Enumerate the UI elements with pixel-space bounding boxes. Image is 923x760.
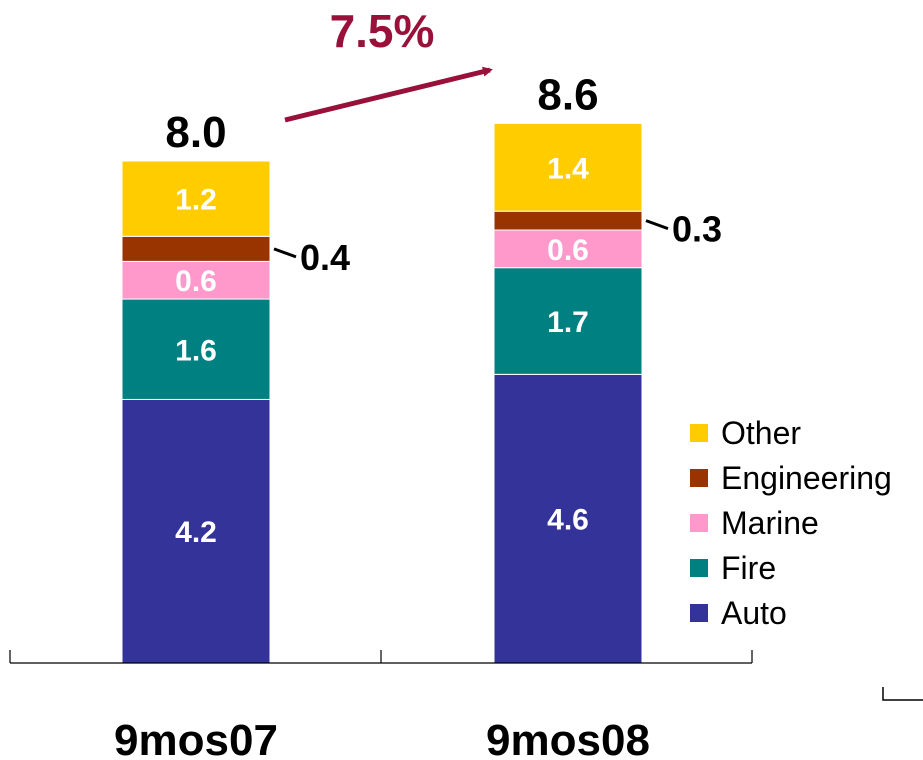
bar-segment-fire-9mos08 bbox=[493, 267, 643, 375]
bar-segment-engineering-9mos08 bbox=[493, 210, 643, 231]
category-label-9mos07: 9mos07 bbox=[114, 716, 278, 760]
bar-segment-other-9mos08 bbox=[493, 122, 643, 212]
value-label-auto-9mos07: 4.2 bbox=[175, 516, 217, 549]
legend-label-engineering: Engineering bbox=[721, 460, 892, 496]
legend: Other Engineering Marine Fire Auto bbox=[690, 415, 892, 631]
legend-label-other: Other bbox=[721, 415, 801, 451]
value-label-engineering-9mos07: 0.4 bbox=[300, 237, 350, 278]
legend-swatch-other bbox=[690, 424, 708, 442]
value-label-fire-9mos08: 1.7 bbox=[547, 306, 589, 339]
total-label-9mos08: 8.6 bbox=[537, 70, 598, 119]
callout-line-engineering-9mos08 bbox=[645, 219, 669, 231]
legend-swatch-auto bbox=[690, 604, 708, 622]
legend-label-auto: Auto bbox=[721, 595, 787, 631]
bar-segment-other-9mos07 bbox=[121, 160, 271, 237]
category-label-9mos08: 9mos08 bbox=[486, 716, 650, 760]
value-label-other-9mos07: 1.2 bbox=[175, 184, 217, 217]
bar-segment-auto-9mos07 bbox=[121, 398, 271, 664]
bar-segment-marine-9mos08 bbox=[493, 229, 643, 269]
legend-swatch-marine bbox=[690, 514, 708, 532]
bars-layer: 4.2 1.6 0.6 1.2 4.6 1.7 0.6 1.4 bbox=[121, 122, 643, 664]
bar-segment-engineering-9mos07 bbox=[121, 235, 271, 262]
legend-label-fire: Fire bbox=[721, 550, 776, 586]
callout-line-engineering-9mos07 bbox=[273, 247, 297, 259]
value-label-fire-9mos07: 1.6 bbox=[175, 334, 217, 367]
value-label-marine-9mos08: 0.6 bbox=[547, 234, 589, 267]
legend-swatch-engineering bbox=[690, 469, 708, 487]
total-label-9mos07: 8.0 bbox=[165, 108, 226, 157]
value-label-auto-9mos08: 4.6 bbox=[547, 504, 589, 537]
value-label-other-9mos08: 1.4 bbox=[547, 152, 589, 185]
x-axis: 9mos07 9mos08 bbox=[9, 650, 753, 760]
annotations: 8.0 8.6 0.4 0.3 7.5% bbox=[165, 5, 722, 278]
bar-segment-auto-9mos08 bbox=[493, 373, 643, 664]
legend-label-marine: Marine bbox=[721, 505, 819, 541]
legend-swatch-fire bbox=[690, 559, 708, 577]
bar-segment-fire-9mos07 bbox=[121, 298, 271, 400]
corner-mark bbox=[882, 687, 923, 701]
growth-label: 7.5% bbox=[330, 5, 435, 57]
value-label-engineering-9mos08: 0.3 bbox=[672, 209, 722, 250]
value-label-marine-9mos07: 0.6 bbox=[175, 265, 217, 298]
growth-arrow bbox=[284, 66, 493, 123]
